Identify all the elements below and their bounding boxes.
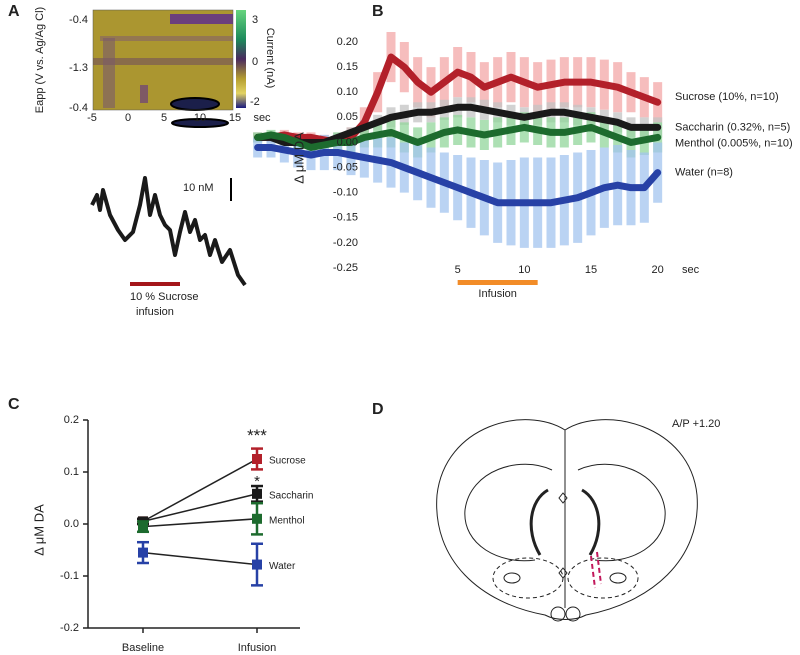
marker — [252, 488, 262, 499]
marker — [252, 513, 262, 524]
series-label: Sucrose — [269, 456, 306, 467]
series-label: Water (n=8) — [675, 166, 733, 178]
x-unit: sec — [682, 264, 700, 276]
x-tick-label: -5 — [87, 112, 97, 124]
x-tick-label: 10 — [518, 264, 530, 276]
infusion-label: infusion — [136, 306, 174, 318]
panel-letter: B — [372, 3, 384, 20]
y-tick-label: -0.4 — [69, 14, 88, 26]
x-tick-label: Baseline — [122, 642, 164, 654]
colorbar-label: Current (nA) — [264, 28, 276, 89]
scale-bar-label: 10 nM — [183, 182, 214, 194]
y-label: Δ μM DA — [31, 504, 46, 556]
series-line — [254, 143, 662, 207]
panel-letter: C — [8, 396, 20, 413]
marker — [138, 547, 148, 558]
colorbar-tick-label: -2 — [250, 96, 260, 108]
y-tick-label: -0.15 — [333, 212, 358, 224]
infusion-label: Infusion — [478, 288, 517, 300]
y-tick-label: -1.3 — [69, 62, 88, 74]
colorbar-tick-label: 3 — [252, 14, 258, 26]
plot — [253, 31, 663, 248]
y-tick-label: -0.25 — [333, 262, 358, 274]
y-label: Eapp (V vs. Ag/Ag Cl) — [34, 7, 46, 113]
marker — [252, 454, 262, 464]
y-tick-label: -0.2 — [60, 622, 79, 634]
x-tick-label: 10 — [194, 112, 206, 124]
infusion-bar — [457, 280, 538, 285]
y-tick-label: -0.1 — [60, 570, 79, 582]
x-tick-label: 15 — [585, 264, 597, 276]
color-plot — [92, 9, 234, 128]
colorbar-tick-label: 0 — [252, 56, 258, 68]
series-label: Sucrose (10%, n=10) — [675, 91, 779, 103]
marker — [138, 521, 148, 532]
series-label: Saccharin — [269, 490, 313, 501]
x-tick-label: 5 — [161, 112, 167, 124]
marker — [252, 559, 262, 570]
significance: *** — [247, 426, 267, 445]
connector — [142, 493, 258, 523]
significance: * — [254, 473, 260, 490]
series-line — [254, 123, 662, 151]
dopamine-trace — [90, 176, 247, 287]
y-tick-label: 0.00 — [337, 136, 358, 148]
panel-letter: A — [8, 3, 20, 20]
y-tick-label: 0.1 — [64, 466, 79, 478]
x-tick-label: Infusion — [238, 642, 277, 654]
y-label: Δ μM DA — [291, 132, 306, 184]
y-tick-label: -0.20 — [333, 237, 358, 249]
y-tick-label: 0.2 — [64, 414, 79, 426]
infusion-label: 10 % Sucrose — [130, 291, 198, 303]
section-label: A/P +1.20 — [672, 418, 720, 430]
series-label: Saccharin (0.32%, n=5) — [675, 121, 790, 133]
series-label: Menthol (0.005%, n=10) — [675, 137, 793, 149]
panel-letter: D — [372, 401, 384, 418]
x-tick-label: 5 — [455, 264, 461, 276]
y-tick-label: -0.05 — [333, 161, 358, 173]
x-tick-label: 15 — [229, 112, 241, 124]
y-tick-label: 0.05 — [337, 111, 358, 123]
connector — [142, 518, 258, 528]
connector — [142, 551, 258, 566]
y-tick-label: -0.4 — [69, 102, 88, 114]
y-tick-label: -0.10 — [333, 187, 358, 199]
x-unit: sec — [253, 112, 271, 124]
x-tick-label: 20 — [652, 264, 664, 276]
y-tick-label: 0.10 — [337, 86, 358, 98]
y-tick-label: 0.20 — [337, 36, 358, 48]
y-tick-label: 0.15 — [337, 61, 358, 73]
brain-section — [436, 419, 698, 622]
y-tick-label: 0.0 — [64, 518, 79, 530]
series-label: Menthol — [269, 515, 305, 526]
colorbar — [236, 10, 246, 108]
x-tick-label: 0 — [125, 112, 131, 124]
series-label: Water — [269, 561, 296, 572]
connector — [142, 458, 258, 523]
